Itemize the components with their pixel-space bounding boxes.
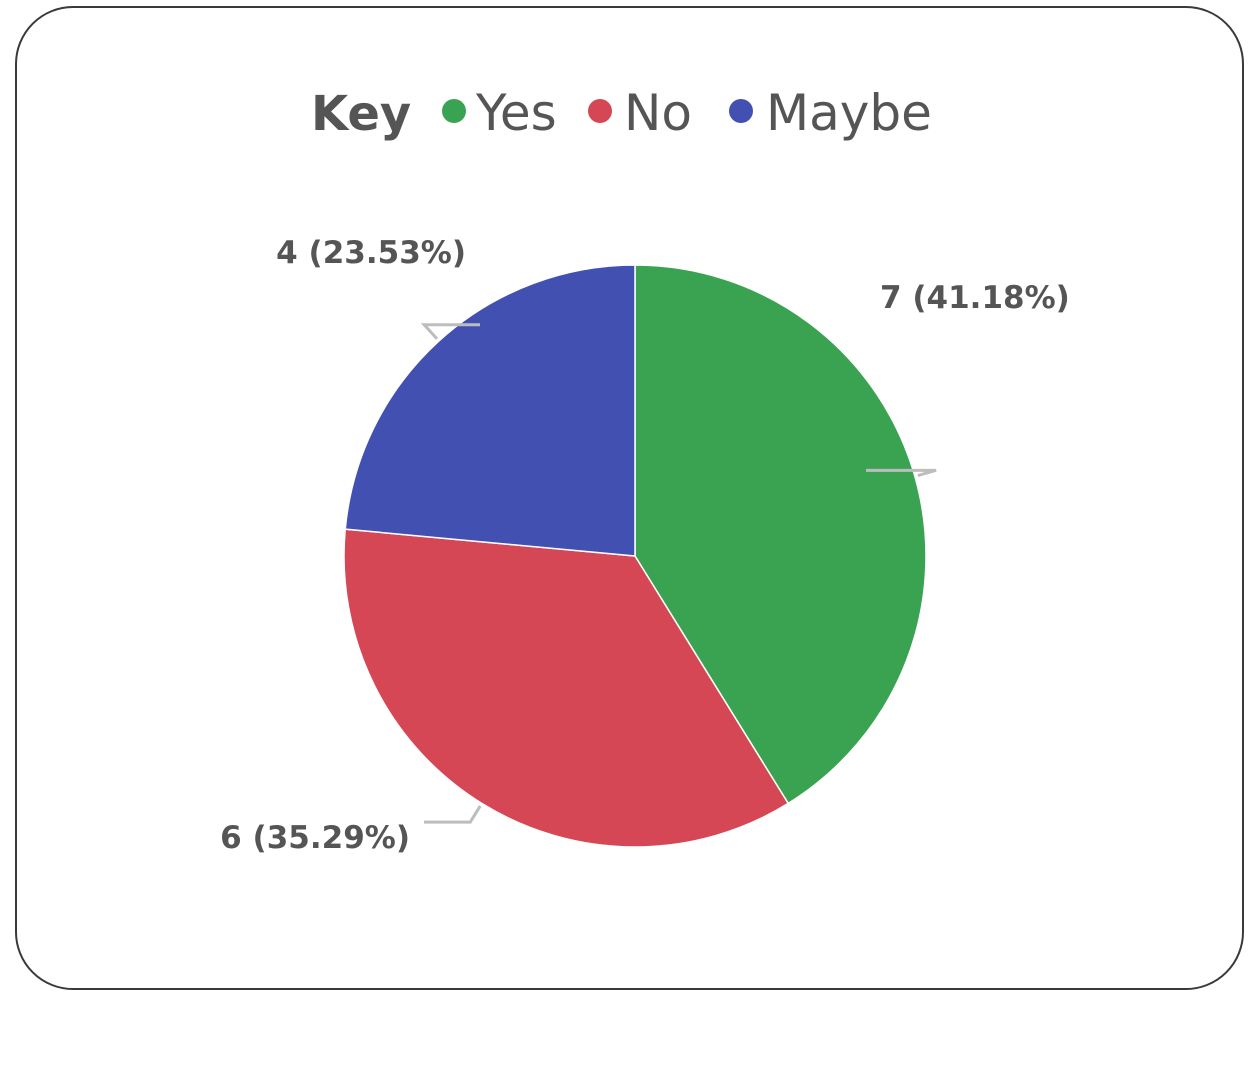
leader-line-maybe xyxy=(420,323,480,340)
leader-line-no xyxy=(424,805,482,824)
data-label-yes: 7 (41.18%) xyxy=(880,280,1070,316)
data-label-maybe: 4 (23.53%) xyxy=(276,235,466,271)
pie-slice-no[interactable] xyxy=(343,528,790,848)
legend-title: Key xyxy=(311,86,411,142)
pie-slice-maybe[interactable] xyxy=(344,264,636,557)
pie-slices xyxy=(343,264,927,848)
leader-line-yes xyxy=(866,468,937,477)
leader-lines xyxy=(420,323,937,824)
legend-marker-maybe xyxy=(729,99,753,123)
legend-label-yes[interactable]: Yes xyxy=(475,84,557,142)
data-labels: 7 (41.18%) 6 (35.29%) 4 (23.53%) xyxy=(220,235,1070,856)
legend: Key Yes No Maybe xyxy=(311,84,932,142)
legend-marker-yes xyxy=(442,99,466,123)
legend-label-maybe[interactable]: Maybe xyxy=(766,84,932,142)
legend-marker-no xyxy=(588,99,612,123)
data-label-no: 6 (35.29%) xyxy=(220,820,410,856)
legend-label-no[interactable]: No xyxy=(624,84,692,142)
pie-slice-yes[interactable] xyxy=(634,264,927,805)
